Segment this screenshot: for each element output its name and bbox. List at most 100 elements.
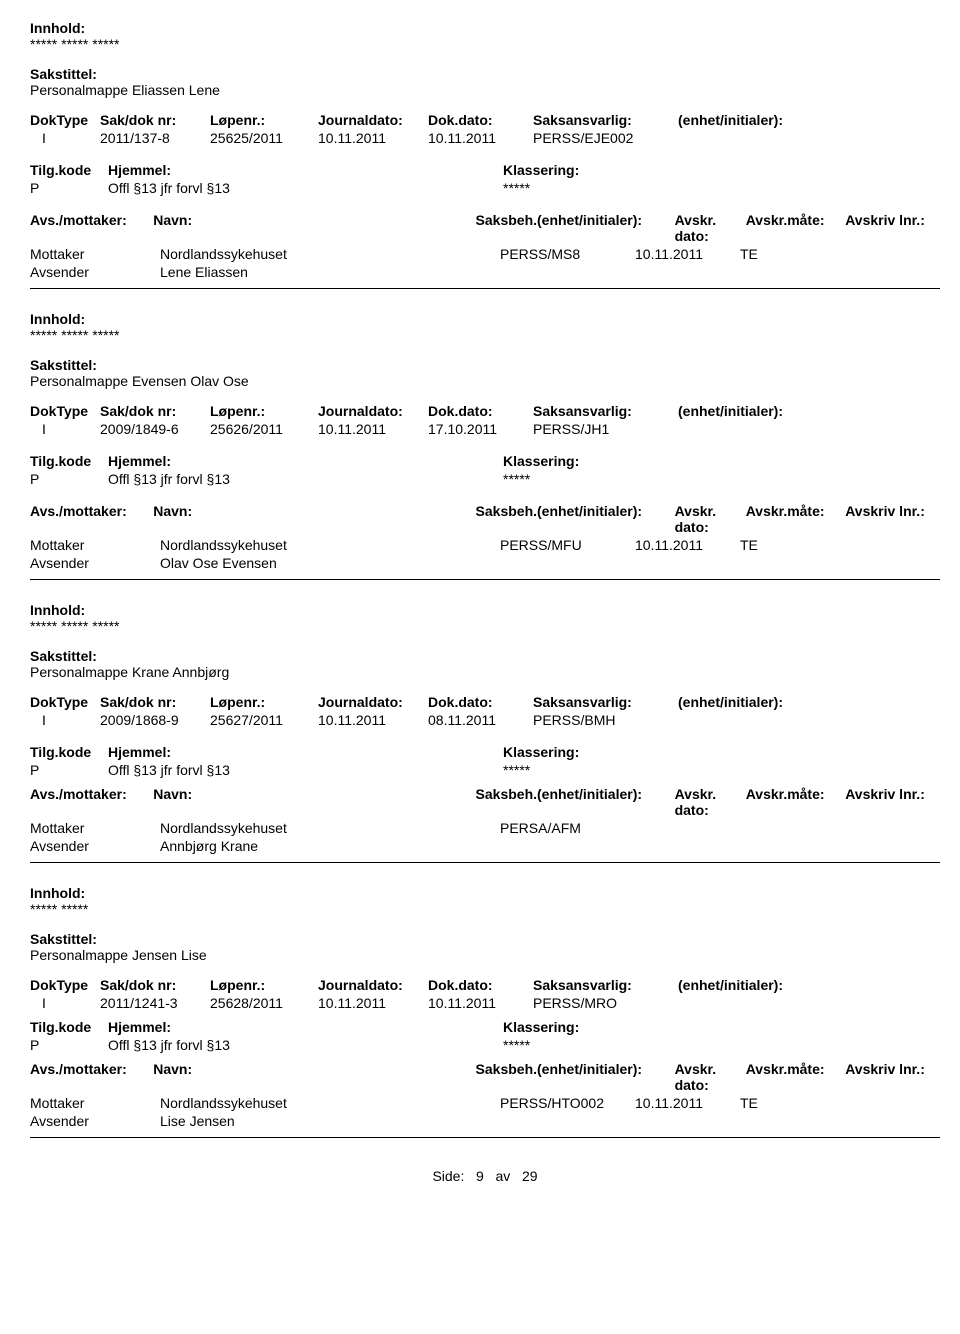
sakstittel-value: Personalmappe Evensen Olav Ose [30, 373, 940, 389]
mottaker-name: Nordlandssykehuset [160, 537, 500, 553]
saksansvarlig-value: PERSS/MRO [533, 995, 678, 1011]
avskrivlnr-label: Avskriv lnr.: [845, 503, 940, 535]
doktype-label: DokType [30, 112, 100, 128]
journaldato-value: 10.11.2011 [318, 421, 428, 437]
avskrivlnr-label: Avskriv lnr.: [845, 1061, 940, 1093]
avsender-name: Olav Ose Evensen [160, 555, 500, 571]
enhet-label: (enhet/initialer): [678, 694, 828, 710]
sakstittel-label: Sakstittel: [30, 931, 940, 947]
avsmottaker-label: Avs./mottaker: [30, 212, 153, 244]
tilgkode-value: P [30, 762, 108, 778]
sakdok-label: Sak/dok nr: [100, 112, 210, 128]
hjemmel-value: Offl §13 jfr forvl §13 [108, 762, 503, 778]
saksansvarlig-value: PERSS/JH1 [533, 421, 678, 437]
avskrivlnr-label: Avskriv lnr.: [845, 212, 940, 244]
enhet-label: (enhet/initialer): [678, 403, 828, 419]
klassering-label: Klassering: [503, 453, 703, 469]
avskrdato-label: Avskr. dato: [675, 786, 746, 818]
hjemmel-value: Offl §13 jfr forvl §13 [108, 471, 503, 487]
page-number: 9 [476, 1168, 484, 1184]
navn-label: Navn: [153, 212, 475, 244]
record-divider [30, 862, 940, 863]
journaldato-label: Journaldato: [318, 112, 428, 128]
journal-record: Innhold: ***** ***** ***** Sakstittel: P… [30, 20, 940, 289]
avsender-role: Avsender [30, 838, 160, 854]
avsender-role: Avsender [30, 1113, 160, 1129]
dokdato-label: Dok.dato: [428, 112, 533, 128]
avsender-role: Avsender [30, 555, 160, 571]
sakstittel-label: Sakstittel: [30, 357, 940, 373]
avskrmate-value [740, 820, 845, 836]
dokdato-label: Dok.dato: [428, 403, 533, 419]
avsender-name: Lene Eliassen [160, 264, 500, 280]
lopenr-value: 25625/2011 [210, 130, 318, 146]
avsender-name: Lise Jensen [160, 1113, 500, 1129]
saksansvarlig-value: PERSS/BMH [533, 712, 678, 728]
saksansvarlig-label: Saksansvarlig: [533, 403, 678, 419]
record-divider [30, 579, 940, 580]
sakdok-value: 2011/137-8 [100, 130, 210, 146]
lopenr-label: Løpenr.: [210, 403, 318, 419]
lopenr-label: Løpenr.: [210, 977, 318, 993]
hjemmel-label: Hjemmel: [108, 453, 503, 469]
tilgkode-value: P [30, 180, 108, 196]
saksansvarlig-label: Saksansvarlig: [533, 977, 678, 993]
avskrdato-label: Avskr. dato: [675, 503, 746, 535]
doktype-label: DokType [30, 977, 100, 993]
klassering-value: ***** [503, 180, 703, 196]
innhold-label: Innhold: [30, 20, 940, 36]
avsmottaker-label: Avs./mottaker: [30, 1061, 153, 1093]
avskrmate-label: Avskr.måte: [746, 212, 846, 244]
record-divider [30, 1137, 940, 1138]
avskrdato-label: Avskr. dato: [675, 212, 746, 244]
avskrivlnr-label: Avskriv lnr.: [845, 786, 940, 818]
avskrmate-label: Avskr.måte: [746, 503, 846, 535]
innhold-value: ***** ***** ***** [30, 327, 940, 343]
doktype-value: I [30, 995, 100, 1011]
dokdato-value: 10.11.2011 [428, 995, 533, 1011]
hjemmel-label: Hjemmel: [108, 1019, 503, 1035]
mottaker-name: Nordlandssykehuset [160, 1095, 500, 1111]
sakdok-label: Sak/dok nr: [100, 403, 210, 419]
avsender-name: Annbjørg Krane [160, 838, 500, 854]
avsmottaker-label: Avs./mottaker: [30, 503, 153, 535]
navn-label: Navn: [153, 1061, 475, 1093]
innhold-label: Innhold: [30, 311, 940, 327]
mottaker-role: Mottaker [30, 1095, 160, 1111]
innhold-label: Innhold: [30, 602, 940, 618]
avskrdato-value: 10.11.2011 [635, 537, 740, 553]
total-pages: 29 [522, 1168, 538, 1184]
lopenr-value: 25627/2011 [210, 712, 318, 728]
record-divider [30, 288, 940, 289]
tilgkode-label: Tilg.kode [30, 744, 108, 760]
navn-label: Navn: [153, 786, 475, 818]
tilgkode-label: Tilg.kode [30, 1019, 108, 1035]
innhold-label: Innhold: [30, 885, 940, 901]
journal-record: Innhold: ***** ***** ***** Sakstittel: P… [30, 588, 940, 863]
dokdato-value: 10.11.2011 [428, 130, 533, 146]
journaldato-label: Journaldato: [318, 977, 428, 993]
hjemmel-value: Offl §13 jfr forvl §13 [108, 1037, 503, 1053]
saksbeh-label: Saksbeh.(enhet/initialer): [476, 786, 675, 818]
avskrdato-value: 10.11.2011 [635, 1095, 740, 1111]
klassering-label: Klassering: [503, 744, 703, 760]
sakdok-label: Sak/dok nr: [100, 694, 210, 710]
dokdato-value: 17.10.2011 [428, 421, 533, 437]
saksansvarlig-value: PERSS/EJE002 [533, 130, 678, 146]
journaldato-value: 10.11.2011 [318, 712, 428, 728]
innhold-value: ***** ***** ***** [30, 618, 940, 634]
saksansvarlig-label: Saksansvarlig: [533, 694, 678, 710]
mottaker-role: Mottaker [30, 820, 160, 836]
tilgkode-value: P [30, 471, 108, 487]
sakdok-label: Sak/dok nr: [100, 977, 210, 993]
lopenr-value: 25628/2011 [210, 995, 318, 1011]
doktype-value: I [30, 130, 100, 146]
saksbeh-value: PERSA/AFM [500, 820, 635, 836]
sakstittel-label: Sakstittel: [30, 648, 940, 664]
doktype-value: I [30, 421, 100, 437]
hjemmel-label: Hjemmel: [108, 162, 503, 178]
saksbeh-value: PERSS/MFU [500, 537, 635, 553]
side-label: Side: [432, 1168, 464, 1184]
enhet-label: (enhet/initialer): [678, 112, 828, 128]
klassering-value: ***** [503, 1037, 703, 1053]
